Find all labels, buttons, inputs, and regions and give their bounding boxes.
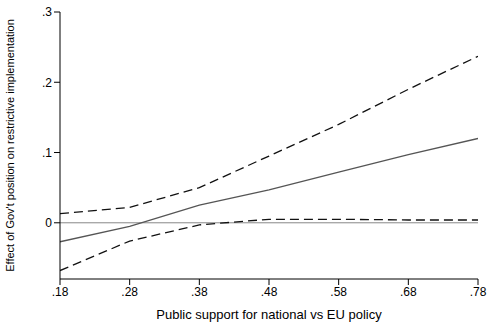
svg-text:Public support for national vs: Public support for national vs EU policy bbox=[156, 307, 382, 322]
svg-text:.78: .78 bbox=[470, 285, 487, 299]
svg-text:.3: .3 bbox=[42, 5, 52, 19]
svg-text:.1: .1 bbox=[42, 146, 52, 160]
svg-text:.48: .48 bbox=[261, 285, 278, 299]
svg-text:.18: .18 bbox=[52, 285, 69, 299]
svg-text:.2: .2 bbox=[42, 76, 52, 90]
svg-text:0: 0 bbox=[45, 216, 52, 230]
svg-text:Effect of Gov't position on re: Effect of Gov't position on restrictive … bbox=[8, 19, 16, 272]
svg-text:.38: .38 bbox=[191, 285, 208, 299]
svg-text:.28: .28 bbox=[121, 285, 138, 299]
svg-text:.68: .68 bbox=[400, 285, 417, 299]
svg-text:.58: .58 bbox=[330, 285, 347, 299]
